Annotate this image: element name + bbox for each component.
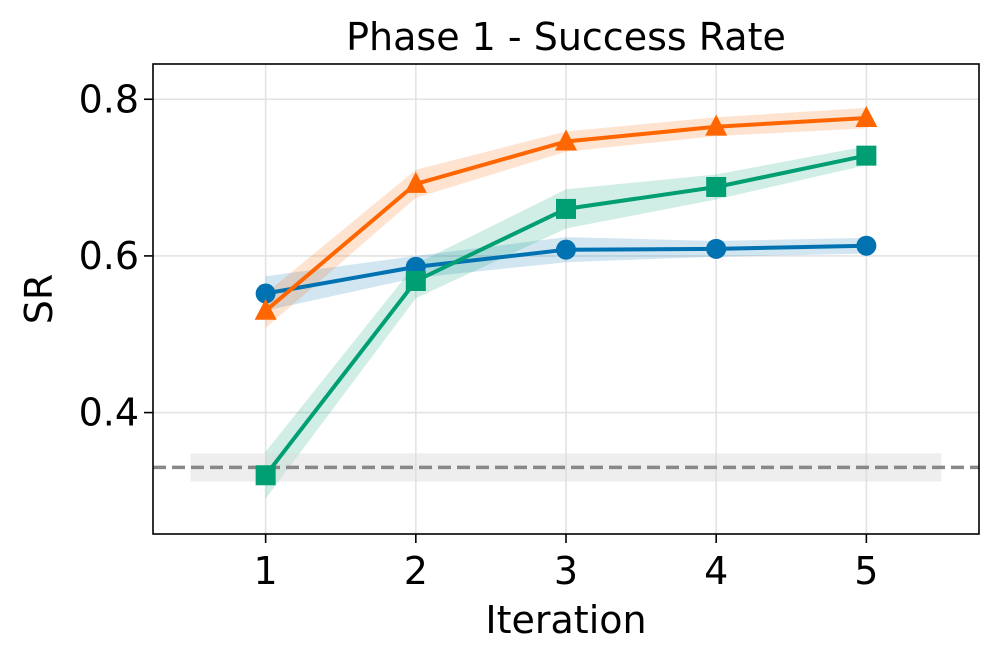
point-orange bbox=[404, 171, 427, 193]
x-tick-label: 3 bbox=[554, 549, 578, 593]
chart-title: Phase 1 - Success Rate bbox=[346, 15, 786, 59]
y-tick-label: 0.6 bbox=[79, 234, 139, 278]
band-orange bbox=[265, 107, 867, 329]
x-tick-label: 5 bbox=[854, 549, 878, 593]
point-green bbox=[405, 270, 426, 291]
y-tick-label: 0.4 bbox=[79, 391, 139, 435]
point-orange bbox=[855, 106, 878, 128]
point-orange bbox=[705, 114, 728, 136]
baseline bbox=[153, 453, 979, 482]
point-blue bbox=[706, 238, 727, 259]
point-blue bbox=[856, 235, 877, 256]
point-green bbox=[706, 176, 727, 197]
x-tick-label: 2 bbox=[404, 549, 428, 593]
x-tick-label: 1 bbox=[254, 549, 278, 593]
series-markers bbox=[254, 106, 878, 486]
point-green bbox=[856, 145, 877, 166]
x-axis: 1 2 3 4 5 bbox=[254, 534, 878, 593]
y-axis: 0.4 0.6 0.8 bbox=[79, 77, 153, 435]
point-green bbox=[556, 198, 576, 219]
point-orange bbox=[254, 298, 277, 320]
y-axis-label: SR bbox=[17, 274, 61, 325]
x-tick-label: 4 bbox=[704, 549, 728, 593]
point-blue bbox=[556, 239, 576, 260]
point-blue bbox=[255, 283, 276, 304]
y-tick-label: 0.8 bbox=[79, 77, 139, 121]
point-green bbox=[255, 465, 276, 486]
point-orange bbox=[555, 129, 577, 151]
x-axis-label: Iteration bbox=[485, 598, 646, 642]
